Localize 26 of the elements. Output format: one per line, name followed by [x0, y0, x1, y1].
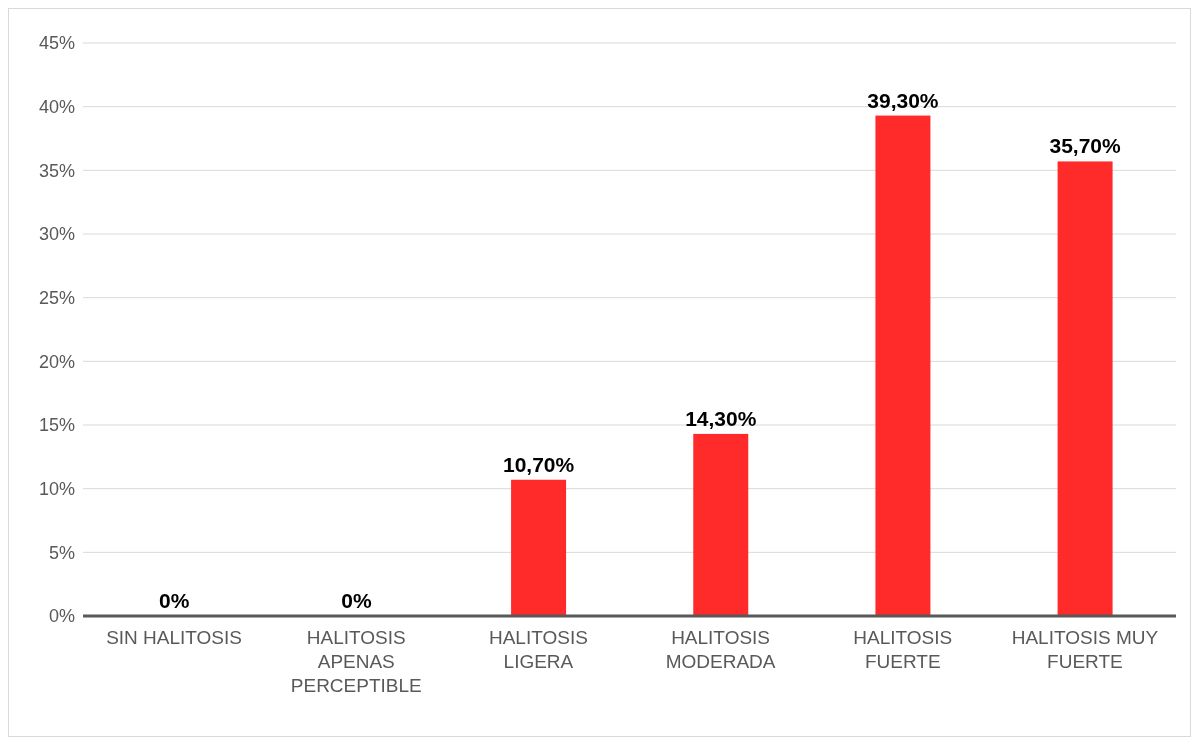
- y-tick-label: 35%: [38, 160, 75, 181]
- x-tick-label: HALITOSIS FUERTE: [853, 627, 953, 672]
- y-tick-label: 20%: [38, 351, 75, 372]
- data-label: 0%: [159, 589, 190, 612]
- bar: [511, 479, 567, 616]
- y-tick-label: 40%: [38, 97, 75, 118]
- y-tick-label: 10%: [38, 479, 75, 500]
- y-tick-label: 45%: [38, 33, 75, 54]
- data-label: 35,70%: [1049, 134, 1122, 158]
- data-label: 14,30%: [685, 406, 757, 430]
- x-tick-label: HALITOSIS APENAS PERCEPTIBLE: [290, 627, 422, 696]
- data-label: 39,30%: [867, 88, 939, 112]
- x-tick-label: HALITOSIS LIGERA: [488, 627, 588, 672]
- bar: [875, 115, 931, 616]
- x-tick-label: HALITOSIS MODERADA: [665, 627, 776, 672]
- bar: [693, 433, 749, 616]
- data-label: 0%: [341, 589, 372, 612]
- data-label: 10,70%: [502, 452, 575, 476]
- x-tick-label: HALITOSIS MUY FUERTE: [1011, 627, 1159, 672]
- y-tick-label: 0%: [48, 606, 75, 627]
- y-tick-label: 25%: [38, 288, 75, 309]
- y-tick-label: 15%: [38, 415, 75, 436]
- x-tick-label: SIN HALITOSIS: [106, 627, 243, 648]
- y-tick-label: 30%: [38, 224, 75, 245]
- bar: [1057, 161, 1113, 616]
- y-tick-label: 5%: [48, 542, 75, 563]
